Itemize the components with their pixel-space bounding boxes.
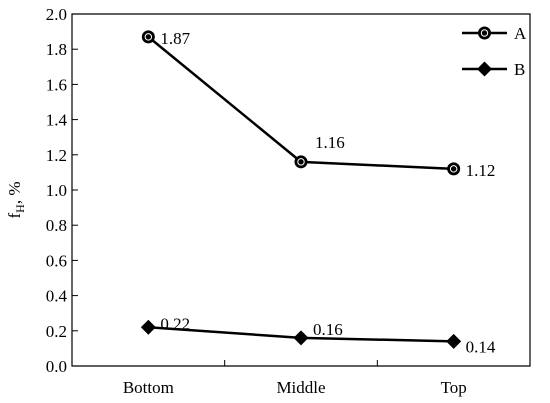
plot-frame: [71, 13, 531, 367]
y-axis-ticks: 0.0 0.2 0.4 0.6 0.8 1.0 1.2 1.4 1.6 1.8 2.0: [46, 5, 78, 376]
data-label: 1.12: [466, 161, 496, 180]
legend: AB: [462, 24, 527, 79]
series-A: 1.87 1.16 1.12: [141, 29, 496, 180]
legend-item-A: A: [462, 24, 527, 43]
data-point-marker: [294, 155, 308, 169]
series-line: [147, 35, 454, 171]
y-tick-label: 1.6: [46, 75, 67, 94]
data-point-marker-ring: [449, 165, 458, 173]
data-label: 0.14: [466, 337, 496, 356]
legend-marker: [477, 61, 492, 77]
data-point-marker-ring: [144, 33, 153, 41]
legend-label: B: [514, 60, 525, 79]
data-label: 0.16: [313, 320, 343, 339]
y-tick-label: 1.0: [46, 181, 67, 200]
y-axis-label: fH, %: [5, 181, 27, 218]
data-point-marker-ring: [297, 158, 305, 166]
x-tick-label: Bottom: [123, 378, 174, 397]
x-tick-label: Middle: [276, 378, 325, 397]
y-tick-label: 0.4: [46, 287, 68, 306]
series-B: 0.22 0.16 0.14: [140, 314, 496, 356]
legend-marker-ring: [480, 29, 489, 37]
data-point-marker: [141, 30, 155, 44]
y-tick-label: 0.2: [46, 322, 67, 341]
data-point-marker: [446, 333, 462, 349]
data-label: 0.22: [160, 314, 190, 333]
y-tick-label: 1.8: [46, 40, 67, 59]
series-layer: 1.87 1.16 1.12 0.22 0.16 0.14: [140, 29, 496, 356]
x-axis-ticks: Bottom Middle Top: [123, 360, 467, 397]
y-tick-label: 1.2: [46, 146, 67, 165]
data-point-marker: [293, 330, 309, 346]
data-point-marker: [447, 162, 461, 176]
y-tick-label: 1.4: [46, 111, 68, 130]
data-label: 1.16: [315, 133, 345, 152]
y-tick-label: 0.0: [46, 357, 67, 376]
axes: [71, 13, 531, 367]
legend-marker: [478, 26, 491, 40]
y-tick-label: 0.8: [46, 216, 67, 235]
legend-label: A: [514, 24, 527, 43]
y-tick-label: 0.6: [46, 251, 67, 270]
legend-item-B: B: [462, 60, 525, 79]
x-tick-label: Top: [441, 378, 467, 397]
data-label: 1.87: [160, 29, 190, 48]
y-tick-label: 2.0: [46, 5, 67, 24]
data-point-marker: [140, 319, 156, 335]
